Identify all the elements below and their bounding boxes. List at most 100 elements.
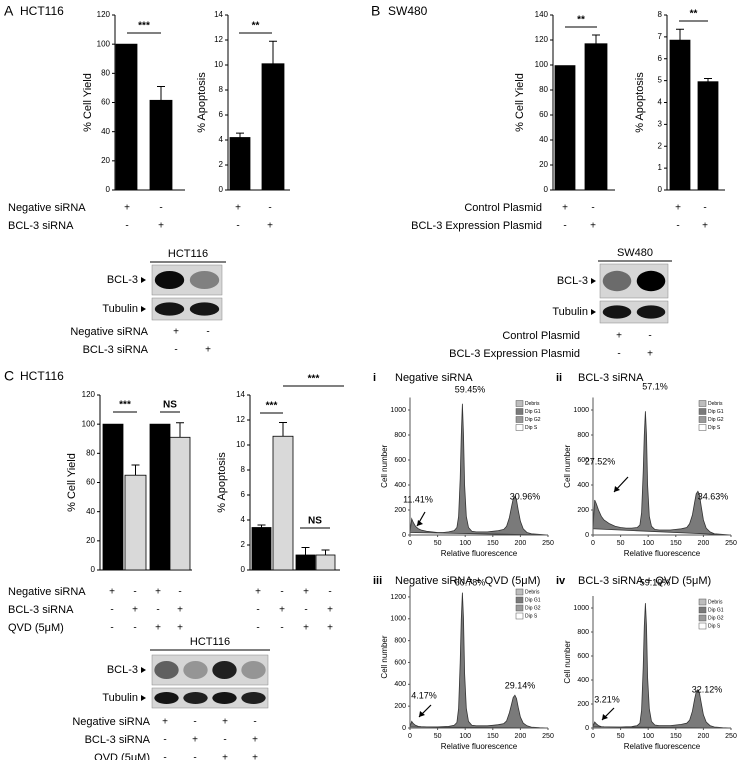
legend-label: Debris (708, 599, 723, 605)
y-tick-label: 600 (577, 457, 589, 464)
y-tick-label: 1000 (573, 605, 589, 612)
condition-label: QVD (5μM) (8, 622, 64, 634)
y-tick-label: 80 (539, 85, 548, 94)
blot-condition-label: Negative siRNA (70, 326, 148, 338)
blot-condition-sign: - (163, 753, 166, 760)
y-tick-label: 400 (577, 677, 589, 684)
condition-sign: + (177, 623, 183, 634)
y-tick-label: 7 (658, 32, 663, 41)
blot-band (154, 271, 185, 289)
plot-title: BCL-3 siRNA + QVD (5μM) (578, 575, 711, 587)
y-tick-label: 60 (101, 98, 110, 107)
x-tick-label: 200 (698, 540, 710, 547)
panel-numeral: ii (556, 372, 562, 384)
blot-title: SW480 (617, 247, 653, 259)
condition-sign: + (155, 587, 161, 598)
y-tick-label: 140 (535, 10, 549, 19)
blot-condition-sign: - (253, 717, 256, 728)
y-tick-label: 40 (539, 135, 548, 144)
condition-sign: - (156, 605, 159, 616)
arrow-head (417, 520, 423, 526)
y-tick-label: 1200 (390, 594, 406, 601)
blot-condition-sign: + (162, 717, 168, 728)
blot-band (241, 661, 266, 679)
blot-band (212, 692, 237, 704)
plot-title: Negative siRNA (395, 372, 473, 384)
y-tick-label: 4 (658, 98, 663, 107)
condition-sign: + (155, 623, 161, 634)
bar (272, 435, 294, 571)
y-tick-label: 1000 (390, 407, 406, 414)
x-tick-label: 250 (725, 733, 737, 740)
y-tick-label: 0 (91, 565, 96, 574)
y-axis-label: Cell number (563, 444, 572, 487)
band-marker (591, 309, 596, 315)
blot-band (241, 692, 266, 704)
y-tick-label: 80 (101, 68, 110, 77)
y-axis-label: % Apoptosis (196, 72, 208, 133)
y-tick-label: 40 (86, 507, 95, 516)
blot-band (154, 661, 179, 679)
y-tick-label: 800 (394, 432, 406, 439)
y-tick-label: 5 (658, 76, 663, 85)
x-axis-label: Relative fluorescence (624, 742, 701, 751)
panel-numeral: i (373, 372, 376, 384)
y-tick-label: 60 (539, 110, 548, 119)
y-axis-label: Cell number (380, 444, 389, 487)
percent-label: 34.63% (698, 491, 729, 501)
error-bar (704, 77, 712, 82)
blot-title: HCT116 (168, 248, 208, 260)
y-tick-label: 1000 (390, 616, 406, 623)
y-tick-label: 6 (658, 54, 663, 63)
condition-label: BCL-3 siRNA (8, 604, 74, 616)
blot-title: HCT116 (190, 636, 230, 648)
condition-sign: - (563, 221, 566, 232)
condition-sign: + (562, 203, 568, 214)
y-tick-label: 2 (241, 540, 246, 549)
y-tick-label: 6 (241, 490, 246, 499)
y-tick-label: 100 (535, 60, 549, 69)
blot-band (183, 692, 208, 704)
blot-condition-sign: + (173, 327, 179, 338)
arrow-head (602, 714, 608, 720)
y-tick-label: 8 (241, 465, 246, 474)
percent-label: 3.21% (594, 694, 620, 704)
y-tick-label: 8 (219, 85, 224, 94)
y-tick-label: 0 (585, 725, 589, 732)
condition-label: Control Plasmid (464, 202, 542, 214)
panel-label: A (4, 3, 14, 19)
condition-sign: + (303, 587, 309, 598)
legend-swatch (698, 416, 707, 423)
panel-label: C (4, 368, 14, 384)
error-bar (236, 132, 244, 138)
y-tick-label: 2 (658, 141, 663, 150)
y-tick-label: 10 (236, 440, 245, 449)
blot-condition-label: QVD (5μM) (94, 752, 150, 760)
percent-label: 11.41% (403, 494, 433, 504)
condition-sign: - (133, 587, 136, 598)
significance-label: ** (690, 9, 698, 20)
condition-sign: - (133, 623, 136, 634)
bar (149, 99, 173, 191)
y-tick-label: 80 (86, 448, 95, 457)
bar (169, 436, 191, 571)
blot-condition-sign: + (647, 349, 653, 360)
error-bar (269, 40, 277, 64)
condition-sign: + (109, 587, 115, 598)
y-tick-label: 400 (577, 482, 589, 489)
legend-label: Dip G1 (708, 409, 724, 415)
legend-label: Dip G2 (525, 605, 541, 611)
legend-swatch (698, 622, 707, 630)
panel-title: HCT116 (20, 4, 64, 18)
y-tick-label: 0 (585, 532, 589, 539)
bar (149, 423, 171, 571)
blot-condition-label: BCL-3 siRNA (85, 734, 151, 746)
bar (669, 39, 691, 191)
y-tick-label: 2 (219, 160, 224, 169)
x-axis-label: Relative fluorescence (441, 549, 518, 558)
legend-swatch (515, 588, 524, 596)
bar (295, 554, 316, 571)
y-tick-label: 12 (214, 35, 223, 44)
condition-sign: + (255, 587, 261, 598)
error-bar (279, 422, 287, 437)
